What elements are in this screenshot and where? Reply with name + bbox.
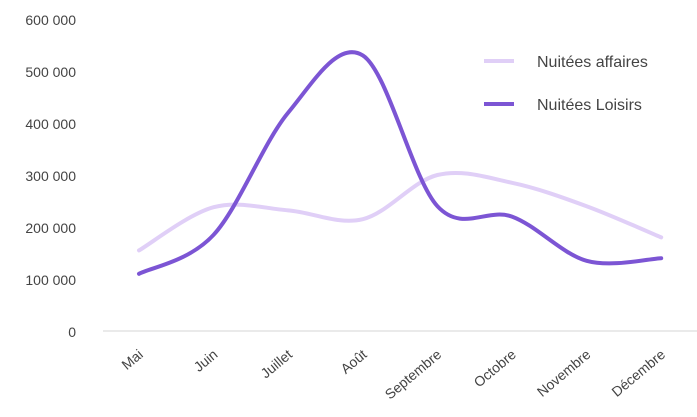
series-line-nuitees-loisirs	[137, 50, 664, 276]
x-axis-ticks: Mai Juin Juillet Août Septembre Octobre Novemb…	[118, 346, 668, 402]
series-line-nuitees-affaires	[137, 170, 664, 253]
y-tick-label: 0	[68, 324, 76, 340]
legend-item: Nuitées Loisirs	[484, 97, 642, 114]
x-tick-label: Septembre	[382, 346, 445, 402]
x-tick-label: Mai	[118, 346, 146, 373]
legend-label: Nuitées Loisirs	[537, 97, 642, 114]
x-tick-label: Août	[337, 346, 369, 377]
y-tick-label: 500 000	[25, 64, 76, 80]
legend-label: Nuitées affaires	[537, 54, 648, 71]
y-tick-label: 300 000	[25, 168, 76, 184]
y-tick-label: 200 000	[25, 220, 76, 236]
x-tick-label: Juin	[191, 346, 221, 375]
y-tick-label: 600 000	[25, 12, 76, 28]
y-axis-ticks: 0 100 000 200 000 300 000 400 000 500 00…	[25, 12, 76, 340]
series-lines	[137, 50, 664, 276]
legend-item: Nuitées affaires	[484, 54, 648, 71]
y-tick-label: 100 000	[25, 272, 76, 288]
x-tick-label: Juillet	[257, 346, 295, 381]
x-tick-label: Décembre	[608, 346, 668, 400]
legend: Nuitées affaires Nuitées Loisirs	[484, 54, 648, 114]
x-tick-label: Novembre	[534, 346, 594, 400]
x-tick-label: Octobre	[470, 346, 519, 390]
y-tick-label: 400 000	[25, 116, 76, 132]
